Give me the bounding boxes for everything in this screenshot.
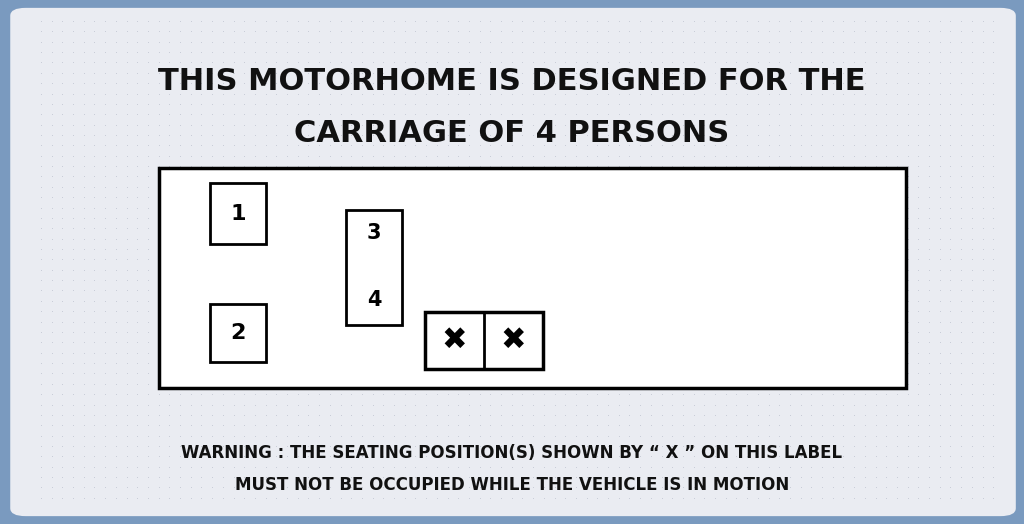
Bar [210, 183, 266, 244]
Text: 4: 4 [367, 290, 382, 310]
Text: ✖: ✖ [501, 326, 526, 355]
FancyBboxPatch shape [10, 8, 1016, 516]
Bar [346, 210, 402, 325]
Text: 2: 2 [230, 323, 246, 343]
Text: 3: 3 [367, 223, 382, 243]
Bar [425, 312, 543, 369]
Text: ✖: ✖ [441, 326, 467, 355]
Text: 1: 1 [230, 203, 246, 224]
Bar [210, 304, 266, 362]
Text: CARRIAGE OF 4 PERSONS: CARRIAGE OF 4 PERSONS [294, 119, 730, 148]
Text: WARNING : THE SEATING POSITION(S) SHOWN BY “ X ” ON THIS LABEL: WARNING : THE SEATING POSITION(S) SHOWN … [181, 444, 843, 462]
Text: MUST NOT BE OCCUPIED WHILE THE VEHICLE IS IN MOTION: MUST NOT BE OCCUPIED WHILE THE VEHICLE I… [234, 476, 790, 494]
Bar [159, 168, 906, 388]
Text: THIS MOTORHOME IS DESIGNED FOR THE: THIS MOTORHOME IS DESIGNED FOR THE [159, 67, 865, 96]
